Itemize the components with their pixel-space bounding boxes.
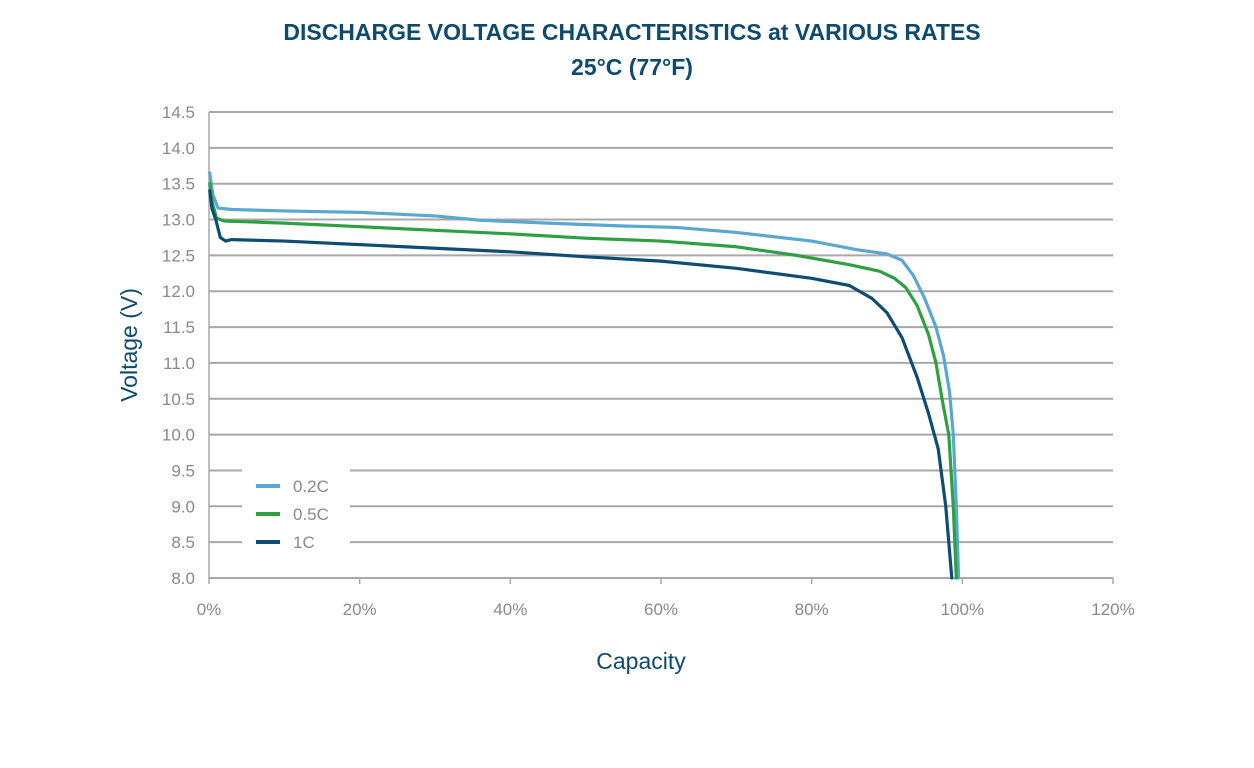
gridlines — [208, 111, 1113, 579]
x-axis-title: Capacity — [596, 648, 686, 674]
y-tick-label: 9.5 — [171, 461, 195, 480]
y-tick-label: 13.0 — [162, 211, 195, 230]
legend-label: 0.5C — [293, 505, 329, 524]
chart-title: DISCHARGE VOLTAGE CHARACTERISTICS at VAR… — [283, 19, 980, 45]
y-tick-label: 14.0 — [162, 139, 195, 158]
x-tick-label: 120% — [1091, 600, 1134, 619]
chart-subtitle: 25°C (77°F) — [571, 54, 693, 80]
x-tick-label: 40% — [493, 600, 527, 619]
y-tick-label: 13.5 — [162, 175, 195, 194]
x-tick-label: 60% — [644, 600, 678, 619]
y-tick-label: 8.0 — [171, 569, 195, 588]
y-tick-label: 11.0 — [163, 354, 195, 373]
y-tick-label: 8.5 — [171, 533, 195, 552]
y-tick-labels: 8.0 8.5 9.0 9.5 10.0 10.5 11.0 11.5 12.0 12.5 13.0… — [162, 103, 195, 588]
x-tick-label: 0% — [197, 600, 222, 619]
series-line-0-2c — [208, 171, 961, 580]
x-tick-label: 20% — [343, 600, 377, 619]
series-line-1c — [208, 189, 954, 580]
x-tick-labels: 0% 20% 40% 60% 80% 100% 120% — [197, 578, 1135, 619]
x-tick-label: 80% — [795, 600, 829, 619]
y-tick-label: 14.5 — [162, 103, 195, 122]
x-tick-label: 100% — [941, 600, 984, 619]
y-tick-label: 10.0 — [162, 426, 195, 445]
y-tick-label: 10.5 — [162, 390, 195, 409]
y-tick-label: 11.5 — [163, 318, 195, 337]
y-tick-label: 12.5 — [162, 246, 195, 265]
y-tick-label: 9.0 — [171, 497, 195, 516]
legend: 0.2C 0.5C 1C — [242, 462, 350, 558]
y-axis-title: Voltage (V) — [116, 288, 142, 402]
series-lines — [208, 171, 961, 580]
series-line-0-5c — [208, 182, 958, 580]
legend-label: 1C — [293, 533, 315, 552]
y-tick-label: 12.0 — [162, 282, 195, 301]
legend-label: 0.2C — [293, 477, 329, 496]
